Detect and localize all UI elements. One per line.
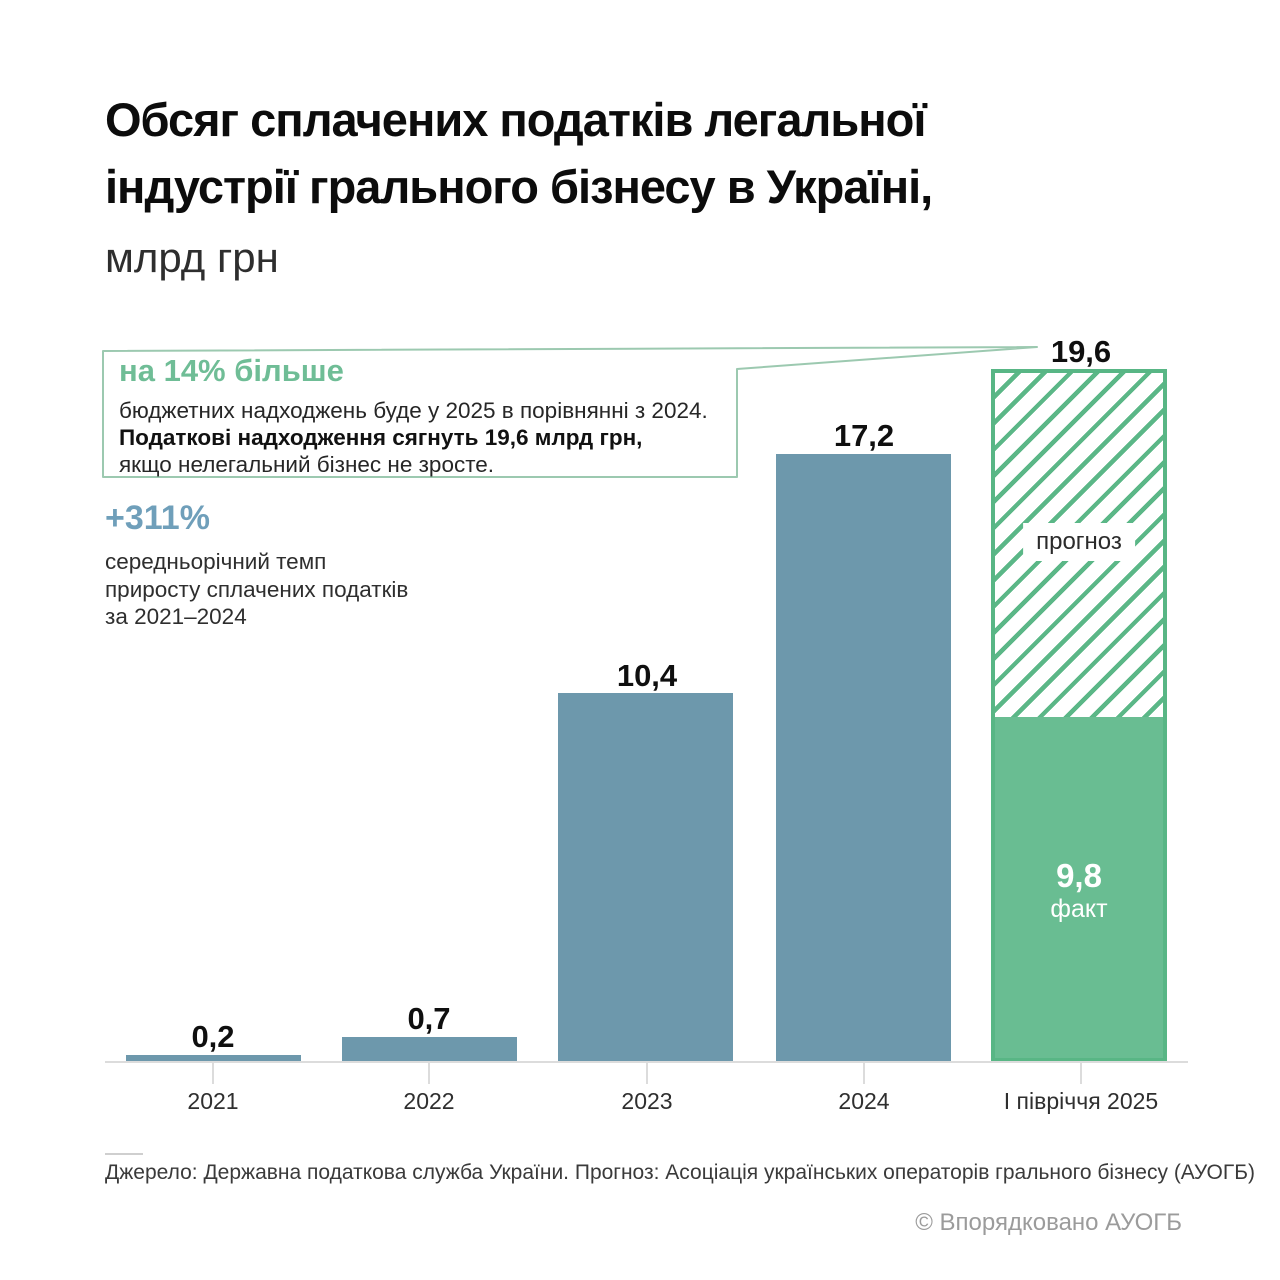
x-tick-2024 bbox=[863, 1063, 865, 1084]
x-label-2021: 2021 bbox=[187, 1088, 239, 1114]
forecast-label: прогноз bbox=[1023, 523, 1135, 561]
fact-caption-label: факт bbox=[1050, 895, 1108, 923]
footer-divider bbox=[105, 1153, 143, 1155]
x-label-2024: 2024 bbox=[838, 1088, 890, 1114]
bar-2024 bbox=[776, 454, 951, 1062]
value-label-2024: 17,2 bbox=[833, 418, 895, 453]
unit-label: млрд грн bbox=[105, 234, 279, 281]
value-label-2022: 0,7 bbox=[407, 1001, 451, 1036]
bar-2025-fact-section: 9,8 факт bbox=[995, 717, 1163, 1058]
x-axis-line bbox=[105, 1061, 1188, 1063]
bar-2021 bbox=[126, 1055, 301, 1062]
copyright-note: © Впорядковано АУОГБ bbox=[915, 1209, 1182, 1236]
growth-annotation: +311% середньорічний темп приросту сплач… bbox=[105, 499, 408, 631]
callout-line-3: якщо нелегальний бізнес не зросте. bbox=[119, 452, 495, 477]
fact-value-label: 9,8 bbox=[1056, 857, 1102, 894]
x-label-2022: 2022 bbox=[403, 1088, 455, 1114]
bar-2022 bbox=[342, 1037, 517, 1062]
callout-heading: на 14% більше bbox=[119, 353, 344, 388]
page-title: Обсяг сплачених податків легальної індус… bbox=[105, 86, 933, 220]
x-tick-2023 bbox=[646, 1063, 648, 1084]
growth-line-1: середньорічний темп bbox=[105, 549, 327, 574]
growth-line-3: за 2021–2024 bbox=[105, 604, 247, 629]
callout-annotation: на 14% більше бюджетних надходжень буде … bbox=[119, 353, 708, 478]
value-label-2025: 19,6 bbox=[1050, 334, 1112, 369]
x-tick-2022 bbox=[428, 1063, 430, 1084]
callout-line-2: Податкові надходження сягнуть 19,6 млрд … bbox=[119, 425, 643, 450]
value-label-2021: 0,2 bbox=[191, 1019, 235, 1054]
value-label-2023: 10,4 bbox=[616, 658, 678, 693]
x-tick-2021 bbox=[212, 1063, 214, 1084]
growth-value: +311% bbox=[105, 499, 210, 537]
bar-2025: прогноз 9,8 факт bbox=[991, 369, 1167, 1062]
title-line-2: індустрії грального бізнесу в Україні, bbox=[105, 160, 933, 213]
bar-2025-forecast-section: прогноз bbox=[995, 373, 1163, 717]
callout-line-1: бюджетних надходжень буде у 2025 в порів… bbox=[119, 398, 708, 423]
growth-line-2: приросту сплачених податків bbox=[105, 576, 409, 602]
x-label-2025: І півріччя 2025 bbox=[1003, 1088, 1159, 1114]
title-line-1: Обсяг сплачених податків легальної bbox=[105, 93, 927, 146]
x-label-2023: 2023 bbox=[621, 1088, 673, 1114]
x-tick-2025 bbox=[1080, 1063, 1082, 1084]
source-note: Джерело: Державна податкова служба Украї… bbox=[105, 1161, 1256, 1184]
bar-2023 bbox=[558, 693, 733, 1062]
